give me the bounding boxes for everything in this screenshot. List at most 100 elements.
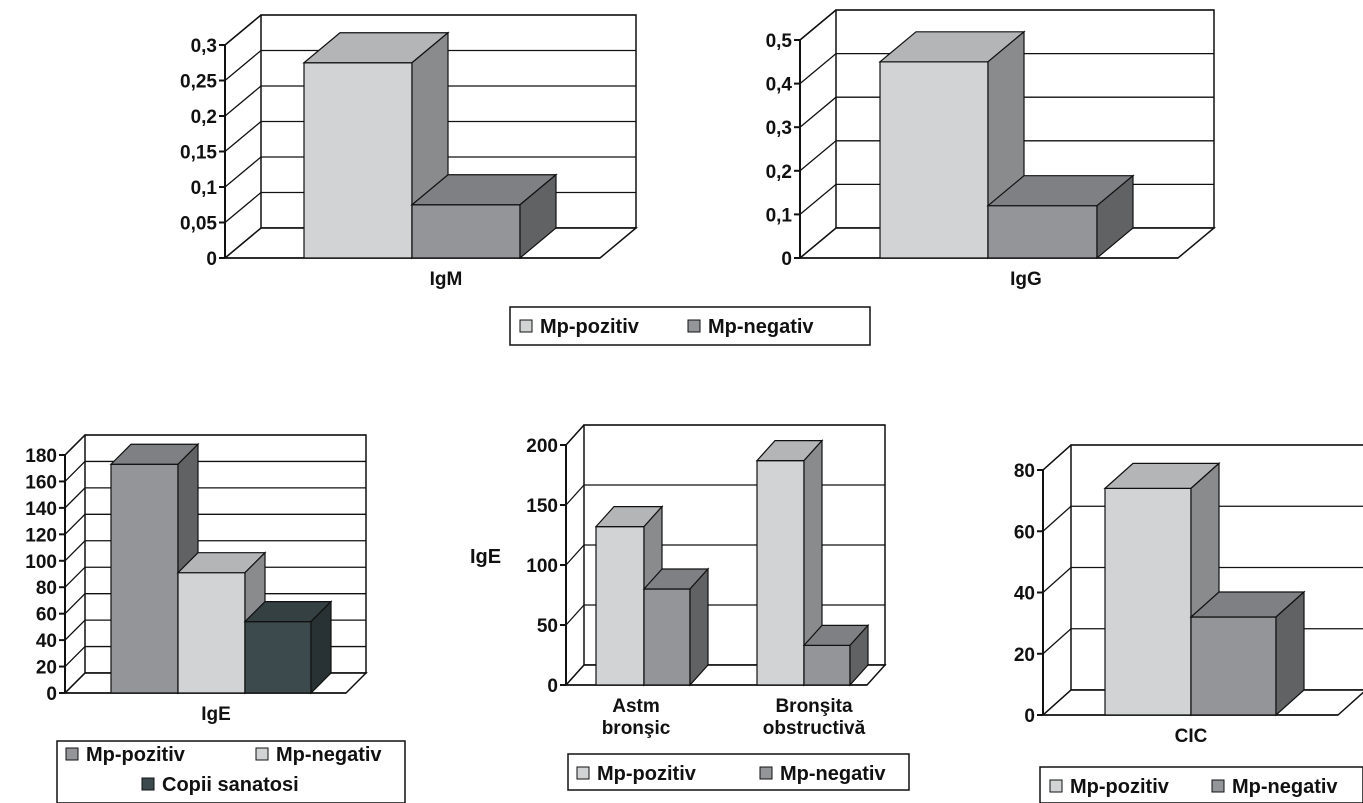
- y-tick-label: 180: [25, 446, 57, 467]
- y-tick-label: 120: [25, 525, 57, 546]
- bar-front: [1104, 487, 1192, 716]
- chart-1: 0 0,05 0,1 0,15 0,2 0,25 0,3 IgM Mp-pozitiv Mp-ne…: [180, 14, 871, 346]
- chart-5: 0 20 40 60 80 CIC Mp-pozitiv Mp-negativ: [1014, 444, 1363, 803]
- y-tick-label: 0,05: [180, 214, 217, 235]
- legend-swatch: [1049, 779, 1063, 793]
- y-tick-label: 0,2: [191, 107, 217, 128]
- gridline: [565, 424, 885, 446]
- legend-box: [56, 740, 406, 803]
- bar-front: [756, 460, 805, 686]
- y-tick-label: 40: [36, 631, 57, 652]
- y-tick-label: 0,25: [180, 72, 217, 93]
- gridline: [799, 52, 1214, 85]
- y-tick-label: 0,3: [766, 118, 792, 139]
- category-label: CIC: [1175, 726, 1208, 747]
- category-label: IgM: [430, 269, 463, 290]
- legend-swatch: [759, 766, 773, 780]
- y-tick-label: 0: [46, 684, 57, 705]
- legend-swatch: [65, 747, 79, 761]
- gridline: [799, 9, 1214, 41]
- y-tick-label: 100: [526, 556, 558, 577]
- category-label: obstructivă: [763, 718, 866, 739]
- y-tick-label: 60: [1014, 522, 1035, 543]
- legend: Mp-pozitiv Mp-negativ: [567, 753, 910, 791]
- legend-box: [567, 753, 910, 791]
- gridline: [224, 120, 636, 152]
- gridline: [64, 434, 366, 456]
- gridline: [224, 85, 636, 117]
- legend-label: Mp-pozitiv: [86, 744, 186, 766]
- bar-side: [310, 600, 332, 695]
- y-tick-label: 60: [36, 605, 57, 626]
- gridline: [1042, 566, 1363, 593]
- gridline: [799, 140, 1214, 172]
- bar-side: [1096, 174, 1134, 260]
- legend-label: Copii sanatosi: [162, 774, 299, 796]
- bar: [986, 174, 1135, 260]
- y-tick-label: 160: [25, 472, 57, 493]
- bar-front: [643, 588, 691, 686]
- y-tick-label: 20: [36, 658, 57, 679]
- gridline: [224, 49, 636, 81]
- y-tick-label: 0,15: [180, 143, 217, 164]
- y-tick-label: 100: [25, 552, 57, 573]
- y-tick-label: 0,1: [191, 178, 218, 199]
- gridline: [224, 156, 636, 188]
- bar: [802, 623, 870, 687]
- legend-box: [1039, 766, 1363, 803]
- gridline: [1042, 444, 1363, 471]
- bar-side: [1275, 590, 1305, 717]
- bar-front: [803, 644, 851, 686]
- gridline: [799, 96, 1214, 128]
- bar-front: [595, 525, 645, 686]
- y-tick-label: 80: [36, 578, 57, 599]
- y-tick-label: 0: [547, 676, 558, 697]
- legend-label: Mp-negativ: [1232, 776, 1338, 798]
- y-tick-label: 20: [1014, 645, 1035, 666]
- y-axis-title: IgE: [470, 546, 501, 568]
- legend-swatch: [141, 777, 155, 791]
- legend-label: Mp-negativ: [708, 316, 814, 338]
- category-label: Astm: [612, 696, 660, 717]
- gridline: [64, 593, 366, 615]
- legend: Mp-pozitiv Mp-negativ Copii sanatosi: [56, 740, 406, 803]
- y-tick-label: 0,1: [766, 205, 793, 226]
- y-tick-label: 0: [1024, 706, 1035, 727]
- y-tick-label: 200: [526, 436, 558, 457]
- bar-front: [987, 205, 1098, 259]
- y-tick-label: 0,4: [766, 75, 793, 96]
- gridline: [64, 540, 366, 562]
- legend-label: Mp-negativ: [780, 763, 886, 785]
- category-label: IgE: [201, 704, 231, 725]
- category-label: Bronşita: [775, 696, 853, 717]
- y-tick-label: 150: [526, 496, 558, 517]
- category-label: bronşic: [602, 718, 671, 739]
- legend-swatch: [519, 319, 533, 333]
- bar: [1189, 590, 1306, 717]
- legend: Mp-pozitiv Mp-negativ: [1039, 766, 1363, 803]
- bar-front: [1190, 616, 1277, 716]
- bar-front: [411, 204, 521, 259]
- y-tick-label: 0,2: [766, 162, 792, 183]
- bar-front: [244, 620, 312, 694]
- bar-side: [849, 623, 869, 687]
- legend: Mp-pozitiv Mp-negativ: [509, 306, 871, 346]
- bar-front: [110, 463, 179, 694]
- gridline: [1042, 505, 1363, 532]
- y-tick-label: 0: [206, 249, 217, 270]
- gridline: [64, 566, 366, 588]
- y-tick-label: 40: [1014, 584, 1035, 605]
- gridline: [64, 487, 366, 509]
- legend-swatch: [1211, 779, 1225, 793]
- legend-label: Mp-pozitiv: [1070, 776, 1170, 798]
- y-tick-label: 80: [1014, 461, 1035, 482]
- gridline: [64, 513, 366, 535]
- chart-2: 0 0,1 0,2 0,3 0,4 0,5 IgG: [766, 9, 1217, 290]
- gridline: [224, 14, 636, 46]
- bar: [410, 173, 558, 260]
- bar-side: [519, 173, 557, 260]
- y-tick-label: 0: [781, 249, 792, 270]
- legend-swatch: [255, 747, 269, 761]
